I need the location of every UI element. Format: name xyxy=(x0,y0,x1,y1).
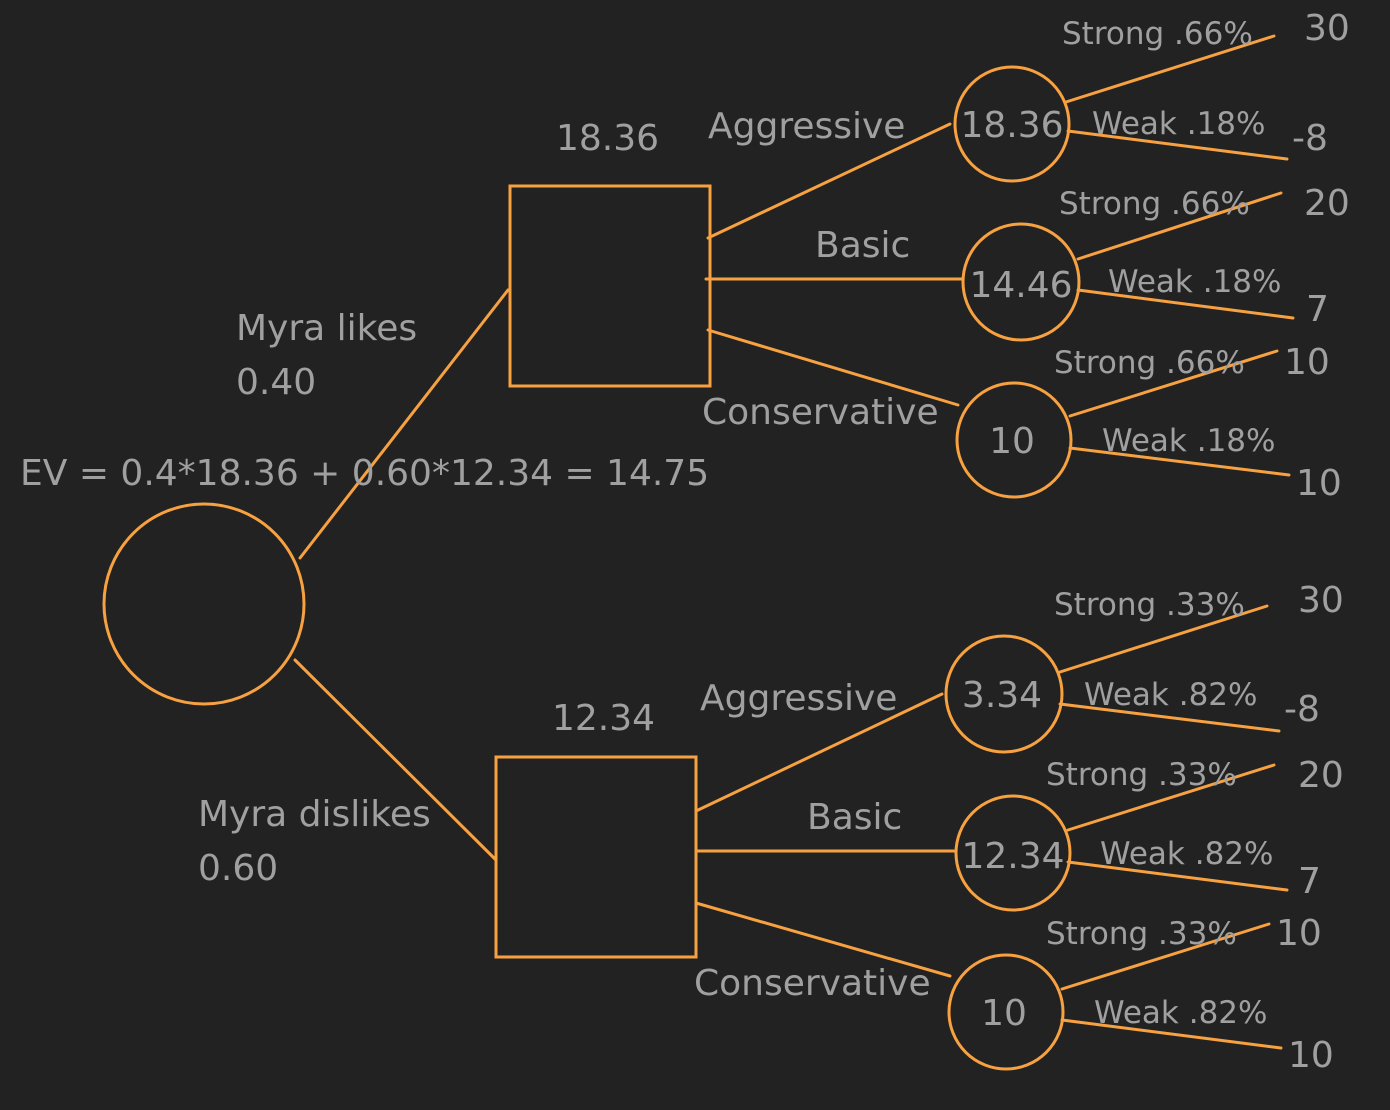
upper-conservative-value: 10 xyxy=(989,421,1035,462)
edge-la-weak xyxy=(1058,702,1281,733)
ub-strong-payoff: 20 xyxy=(1304,183,1350,224)
lower-aggressive-label: Aggressive xyxy=(700,678,897,719)
uc-weak-label: Weak .18% xyxy=(1102,423,1275,459)
edge-la-strong xyxy=(1058,604,1269,674)
lower-decision-node xyxy=(494,755,698,959)
edge-uc-strong xyxy=(1068,349,1279,418)
edge-lc-weak xyxy=(1060,1018,1283,1050)
lower-aggressive-chance-node xyxy=(944,634,1064,754)
upper-aggressive-value: 18.36 xyxy=(960,105,1063,146)
lower-aggressive-value: 3.34 xyxy=(962,675,1042,716)
upper-decision-node xyxy=(508,184,712,388)
lc-weak-label: Weak .82% xyxy=(1094,995,1267,1031)
lower-basic-label: Basic xyxy=(807,797,902,838)
lc-weak-payoff: 10 xyxy=(1288,1035,1334,1076)
edge-root-dislikes xyxy=(293,658,498,862)
edge-uc-weak xyxy=(1068,446,1291,477)
upper-decision-value: 18.36 xyxy=(556,118,659,159)
lb-weak-payoff: 7 xyxy=(1298,861,1321,902)
uc-strong-label: Strong .66% xyxy=(1054,345,1245,381)
lower-basic-value: 12.34 xyxy=(961,836,1064,877)
upper-basic-value: 14.46 xyxy=(969,265,1072,306)
lb-strong-label: Strong .33% xyxy=(1046,757,1237,793)
ev-formula: EV = 0.4*18.36 + 0.60*12.34 = 14.75 xyxy=(20,453,709,494)
edge-upper-conservative xyxy=(706,328,960,407)
edge-ub-weak xyxy=(1076,288,1295,320)
ub-weak-payoff: 7 xyxy=(1306,289,1329,330)
root-chance-node xyxy=(102,502,306,706)
ua-strong-label: Strong .66% xyxy=(1062,16,1253,52)
upper-aggressive-label: Aggressive xyxy=(708,106,905,147)
lower-decision-value: 12.34 xyxy=(552,698,655,739)
lower-conservative-chance-node xyxy=(947,953,1065,1071)
ub-strong-label: Strong .66% xyxy=(1059,186,1250,222)
la-strong-payoff: 30 xyxy=(1298,580,1344,621)
lower-basic-chance-node xyxy=(954,794,1072,912)
edge-ub-strong xyxy=(1076,191,1283,261)
edge-lb-strong xyxy=(1066,763,1276,832)
likes-prob: 0.40 xyxy=(236,362,316,403)
ua-strong-payoff: 30 xyxy=(1304,8,1350,49)
upper-aggressive-chance-node xyxy=(953,65,1071,183)
edge-lb-weak xyxy=(1066,860,1289,892)
uc-weak-payoff: 10 xyxy=(1296,463,1342,504)
ua-weak-label: Weak .18% xyxy=(1092,106,1265,142)
edge-root-likes xyxy=(298,288,510,560)
edge-upper-aggressive xyxy=(706,122,952,240)
dislikes-prob: 0.60 xyxy=(198,848,278,889)
lower-conservative-label: Conservative xyxy=(694,963,931,1004)
la-weak-payoff: -8 xyxy=(1284,689,1320,730)
edge-lc-strong xyxy=(1060,922,1271,991)
dislikes-label: Myra dislikes xyxy=(198,794,431,835)
edge-lower-conservative xyxy=(694,901,952,978)
upper-basic-label: Basic xyxy=(815,225,910,266)
ub-weak-label: Weak .18% xyxy=(1108,264,1281,300)
edge-lower-aggressive xyxy=(694,692,944,813)
edge-ua-strong xyxy=(1064,34,1276,104)
lc-strong-payoff: 10 xyxy=(1276,913,1322,954)
lb-weak-label: Weak .82% xyxy=(1100,836,1273,872)
lc-strong-label: Strong .33% xyxy=(1046,916,1237,952)
la-strong-label: Strong .33% xyxy=(1054,587,1245,623)
lower-conservative-value: 10 xyxy=(981,993,1027,1034)
lb-strong-payoff: 20 xyxy=(1298,755,1344,796)
uc-strong-payoff: 10 xyxy=(1284,342,1330,383)
upper-conservative-label: Conservative xyxy=(702,392,939,433)
la-weak-label: Weak .82% xyxy=(1084,677,1257,713)
upper-conservative-chance-node xyxy=(955,381,1073,499)
ua-weak-payoff: -8 xyxy=(1292,118,1328,159)
upper-basic-chance-node xyxy=(961,222,1081,342)
likes-label: Myra likes xyxy=(236,308,417,349)
edge-ua-weak xyxy=(1066,129,1289,161)
